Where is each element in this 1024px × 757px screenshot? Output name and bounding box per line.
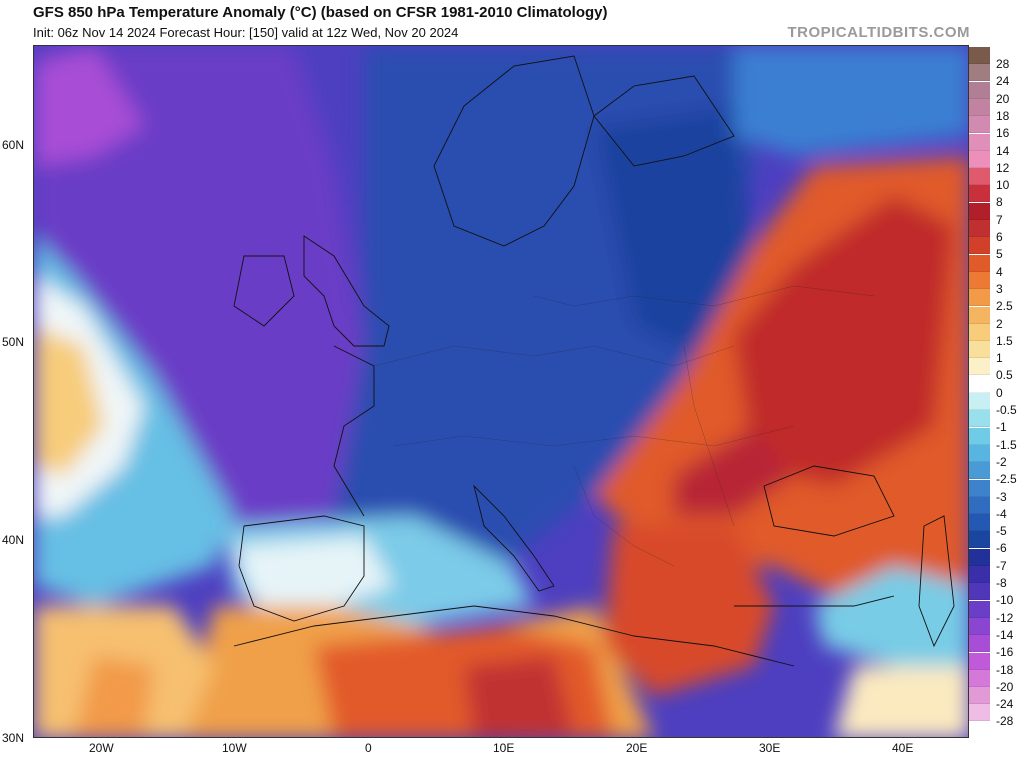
colorbar-swatch [969,341,990,359]
anomaly-blobs [34,46,968,737]
colorbar-swatch [969,116,990,134]
colorbar-swatch [969,220,990,237]
colorbar-swatch [969,98,990,116]
lon-label-20w: 20W [89,741,114,755]
colorbar-label: -14 [996,627,1014,642]
lon-label-0: 0 [365,741,372,755]
colorbar-label: -16 [996,645,1014,660]
colorbar-swatch [969,669,990,687]
colorbar-swatch [969,150,990,168]
colorbar-swatch [969,185,990,203]
colorbar-label: 20 [996,91,1010,106]
colorbar-swatch [969,393,990,410]
lat-label-60n: 60N [2,138,25,152]
chart-title: GFS 850 hPa Temperature Anomaly (°C) (ba… [33,4,608,21]
colorbar-label: -6 [996,541,1007,556]
lat-label-50n: 50N [2,335,25,349]
colorbar-swatch [969,271,990,289]
site-brand[interactable]: TROPICALTIDBITS.COM [787,24,970,41]
colorbar-label: 0 [996,385,1003,400]
colorbar-label: 6 [996,230,1003,244]
colorbar-label: -8 [996,576,1007,590]
colorbar-swatch [969,81,990,99]
colorbar-swatch [969,479,990,497]
colorbar-label: 10 [996,178,1010,193]
colorbar-label: 1 [996,351,1003,366]
colorbar-swatch [969,496,990,514]
colorbar-swatch [969,600,990,618]
colorbar-label: -24 [996,697,1014,712]
colorbar-swatch [969,583,990,601]
colorbar-swatch [969,306,990,324]
colorbar-swatch [969,410,990,428]
colorbar-label: 4 [996,264,1003,279]
colorbar-label: 24 [996,74,1010,89]
colorbar-label: -2.5 [996,472,1017,487]
colorbar-label: -1 [996,420,1007,435]
lat-label-40n: 40N [2,533,25,547]
colorbar-label: 2 [996,316,1003,331]
colorbar-label: -5 [996,524,1007,539]
colorbar-swatch [969,237,990,255]
colorbar-swatch [969,202,990,220]
colorbar-swatch [969,566,990,583]
colorbar-label: -0.5 [996,403,1017,417]
colorbar-swatch [969,444,990,462]
colorbar-swatch [969,133,990,151]
colorbar-swatch [969,617,990,635]
colorbar-swatch [969,514,990,532]
lat-label-30n: 30N [2,731,25,745]
forecast-info: Init: 06z Nov 14 2024 Forecast Hour: [15… [33,25,459,40]
colorbar-swatch [969,548,990,566]
colorbar-label: 16 [996,126,1010,141]
colorbar-label: -2 [996,454,1007,469]
colorbar-swatch [969,652,990,670]
lon-label-40e: 40E [892,741,914,755]
colorbar-label: -1.5 [996,437,1017,452]
colorbar-label: 0.5 [996,368,1013,383]
colorbar-swatch [969,635,990,653]
colorbar-label: -7 [996,558,1007,573]
colorbar-label: 12 [996,160,1010,175]
anomaly-map[interactable] [33,45,969,738]
colorbar-label: -28 [996,714,1014,729]
colorbar-label: 18 [996,108,1010,123]
colorbar-swatch [969,289,990,307]
colorbar-swatch [969,64,990,82]
colorbar-swatch [969,168,990,186]
lon-label-10w: 10W [222,741,247,755]
colorbar-label: -18 [996,662,1014,677]
colorbar-swatch [969,47,990,64]
colorbar-label: 1.5 [996,333,1013,348]
colorbar-swatch [969,375,990,393]
lon-label-20e: 20E [626,741,648,755]
colorbar-swatch [969,427,990,445]
colorbar-swatch [969,462,990,480]
colorbar-label: 3 [996,281,1003,296]
anomaly-field [34,46,968,737]
coastlines [233,55,955,667]
colorbar-swatch [969,323,990,341]
colorbar-swatch [969,687,990,705]
colorbar-swatch [969,704,990,722]
colorbar-label: 14 [996,143,1010,158]
colorbar-swatch [969,531,990,549]
colorbar-label: -20 [996,679,1014,694]
colorbar-swatch [969,254,990,272]
colorbar-label: -3 [996,489,1007,504]
colorbar-label: -10 [996,593,1014,608]
colorbar-label: 28 [996,57,1010,71]
colorbar-label: 7 [996,212,1003,227]
colorbar-label: 8 [996,195,1003,210]
colorbar-label: 5 [996,247,1003,262]
lon-label-30e: 30E [759,741,781,755]
colorbar: 28 24 20 18 16 14 12 10 8 7 6 5 4 3 2.5 2 1.5 1 0.5 0 -0.5 -1… [969,45,1024,738]
borders [373,285,875,567]
lon-label-10e: 10E [493,741,515,755]
colorbar-label: 2.5 [996,299,1013,314]
colorbar-swatch [969,358,990,376]
colorbar-label: -12 [996,610,1014,625]
colorbar-label: -4 [996,506,1007,521]
